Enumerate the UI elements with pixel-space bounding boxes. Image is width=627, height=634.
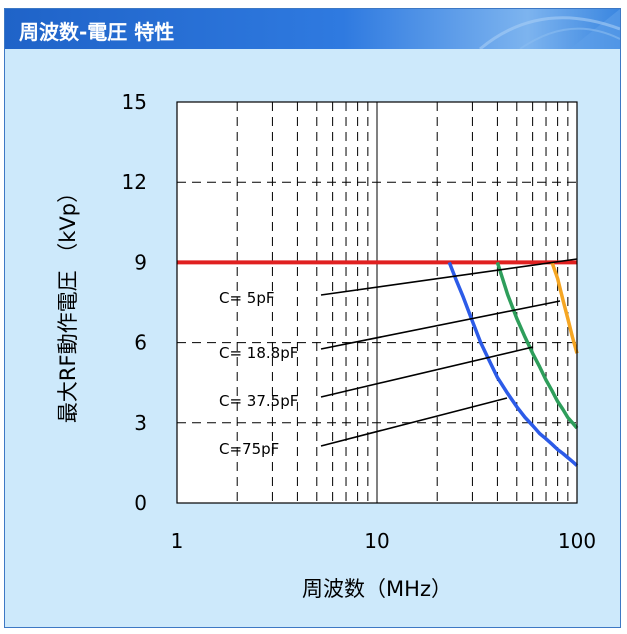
annotation-leader-line (320, 397, 508, 447)
y-tick-label: 12 (122, 170, 147, 194)
y-tick-label: 6 (134, 331, 147, 355)
annotation-leader-line (320, 258, 578, 296)
series-curve (495, 261, 579, 430)
chart-title: 周波数-電圧 特性 (19, 20, 175, 44)
y-axis-label: 最大RF動作電圧 （kVp） (56, 182, 80, 423)
y-tick-label: 0 (134, 491, 147, 515)
header-decoration (479, 9, 620, 49)
frequency-voltage-chart: C= 5pF C= 18.8pF C= 37.5pF C=75pF 0 3 6 9 12 15 1 1… (56, 90, 596, 601)
series-curve (550, 261, 579, 354)
annotation-label: C=75pF (219, 440, 279, 458)
annotation-label: C= 18.8pF (219, 344, 298, 362)
x-tick-label: 100 (558, 529, 596, 553)
x-tick-label: 1 (171, 529, 184, 553)
chart-header: 周波数-電圧 特性 (5, 9, 620, 49)
annotation-leader-line (320, 346, 534, 398)
y-tick-label: 15 (122, 90, 147, 114)
plot-border (176, 101, 578, 504)
annotation-label: C= 37.5pF (219, 392, 298, 410)
series-curve (447, 261, 579, 467)
x-tick-label: 10 (364, 529, 389, 553)
x-axis-label: 周波数（MHz） (302, 577, 452, 601)
y-tick-label: 3 (134, 411, 147, 435)
y-tick-label: 9 (134, 250, 147, 274)
annotation-label: C= 5pF (219, 289, 275, 307)
annotation-leader-line (320, 300, 561, 350)
chart-panel: 周波数-電圧 特性 C= 5pF C= 18.8pF C= 37.5pF C=75pF… (4, 8, 621, 628)
